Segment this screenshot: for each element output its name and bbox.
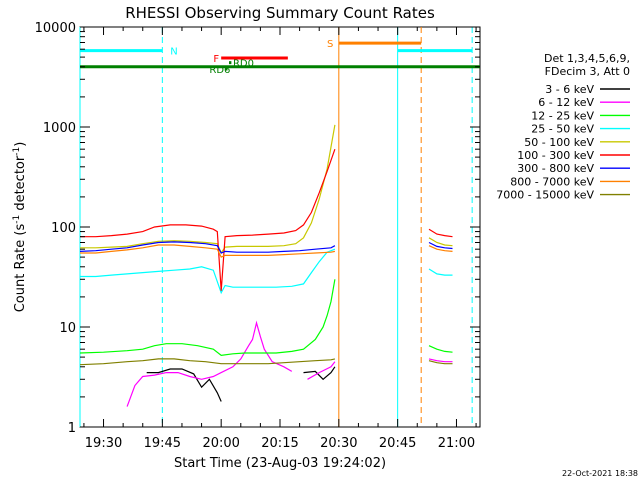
series-line-50-100-kev-0 (80, 124, 336, 255)
y-axis: 1 10 100 1000 10000 (35, 21, 480, 436)
series-line-800-7000-kev-0 (80, 244, 336, 258)
flag-label-rd0: RD0 (233, 59, 254, 70)
series-line-25-50-kev-1 (428, 268, 453, 276)
legend-label-25-50-kev: 25 - 50 keV (531, 123, 594, 136)
y-tick-label-10000: 10000 (35, 21, 76, 36)
series-line-3-6-kev-0 (146, 368, 222, 402)
series-lines (79, 124, 453, 407)
x-tick-label-20-45: 20:45 (379, 436, 416, 451)
flag-label-s: S (327, 39, 333, 50)
legend-header-1: FDecim 3, Att 0 (545, 65, 630, 78)
series-line-7000-15000-kev-1 (428, 360, 453, 365)
legend-label-12-25-kev: 12 - 25 keV (531, 109, 594, 122)
chart-title: RHESSI Observing Summary Count Rates (125, 4, 435, 22)
footer-date: 22-Oct-2021 18:38 (562, 469, 638, 478)
plot-frame (79, 26, 481, 428)
series-line-6-12-kev-1 (307, 361, 336, 380)
flag-label-rd6: RD6 (209, 65, 230, 76)
series-line-12-25-kev-1 (428, 345, 453, 353)
y-tick-label-1000: 1000 (43, 121, 76, 136)
legend-label-6-12-kev: 6 - 12 keV (538, 96, 594, 109)
x-tick-label-21-00: 21:00 (438, 436, 475, 451)
x-tick-label-20-15: 20:15 (261, 436, 298, 451)
legend-label-800-7000-kev: 800 - 7000 keV (510, 175, 594, 188)
legend-label-3-6-kev: 3 - 6 keV (545, 83, 594, 96)
series-line-300-800-kev-0 (79, 241, 336, 254)
y-tick-label-10: 10 (59, 321, 76, 336)
series-line-3-6-kev-1 (303, 366, 336, 381)
series-line-6-12-kev-0 (126, 320, 293, 407)
series-line-7000-15000-kev-0 (79, 358, 336, 366)
series-line-50-100-kev-1 (428, 237, 453, 247)
x-tick-label-20-30: 20:30 (320, 436, 357, 451)
legend-label-100-300-kev: 100 - 300 keV (517, 149, 594, 162)
x-tick-label-19-45: 19:45 (144, 436, 181, 451)
series-line-800-7000-kev-1 (428, 245, 453, 252)
x-axis: 19:30 19:45 20:00 20:15 20:30 20:45 21:00 (83, 27, 477, 451)
x-axis-label: Start Time (23-Aug-03 19:24:02) (174, 456, 386, 471)
y-axis-label: Count Rate (s-1 detector-1) (12, 142, 28, 313)
legend-header-0: Det 1,3,4,5,6,9, (544, 52, 630, 65)
series-line-6-12-kev-2 (428, 358, 453, 363)
y-tick-label-1: 1 (68, 421, 76, 436)
legend: Det 1,3,4,5,6,9,FDecim 3, Att 0 3 - 6 keV… (496, 52, 630, 202)
series-line-100-300-kev-0 (80, 149, 336, 291)
legend-label-300-800-kev: 300 - 800 keV (517, 162, 594, 175)
series-line-25-50-kev-0 (80, 248, 336, 295)
x-tick-label-20-00: 20:00 (202, 436, 239, 451)
series-line-100-300-kev-1 (428, 228, 453, 238)
flag-label-f: F (213, 54, 219, 65)
legend-label-7000-15000-kev: 7000 - 15000 keV (496, 189, 594, 202)
series-line-12-25-kev-0 (79, 279, 336, 357)
vertical-markers (79, 27, 473, 427)
x-tick-label-19-30: 19:30 (85, 436, 122, 451)
legend-label-50-100-kev: 50 - 100 keV (524, 136, 594, 149)
y-tick-label-100: 100 (51, 221, 76, 236)
series-line-300-800-kev-1 (428, 241, 453, 250)
flag-label-n: N (170, 47, 177, 58)
